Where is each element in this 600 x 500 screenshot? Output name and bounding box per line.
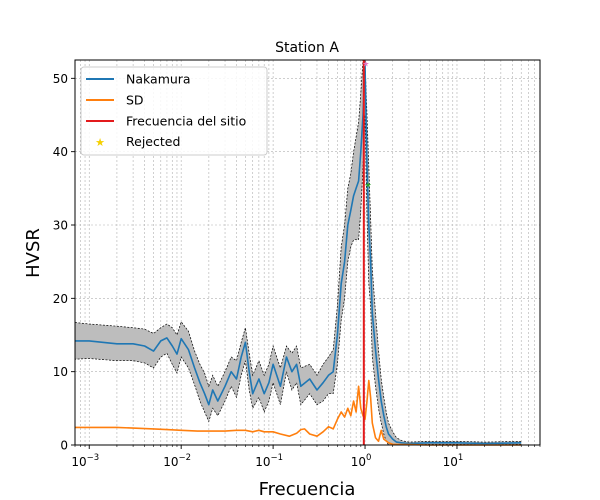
rejected-star-marker: ★	[362, 60, 369, 69]
band-fill	[75, 60, 522, 445]
axes-frame	[74, 59, 541, 446]
legend: Nakamura SD Frecuencia del sitio ★ Rejec…	[80, 66, 268, 156]
series-layer	[75, 60, 522, 446]
y-tick-label: 40	[53, 145, 68, 159]
y-tick-label: 20	[53, 292, 68, 306]
confidence-band	[74, 59, 522, 446]
legend-label-rejected: Rejected	[126, 134, 180, 149]
series-line-sd	[75, 379, 522, 446]
legend-box	[80, 66, 268, 156]
y-tick-label: 50	[53, 72, 68, 86]
y-tick-label: 10	[53, 365, 68, 379]
x-axis-ticks: 10−3 10−2 10−1 100 101	[71, 445, 541, 469]
band-upper-edge	[74, 59, 522, 443]
legend-label-site-frequency: Frecuencia del sitio	[126, 114, 246, 129]
band-lower-edge	[74, 114, 522, 446]
rejected-star-marker: ★	[365, 181, 372, 190]
legend-label-sd: SD	[126, 93, 144, 108]
y-tick-label: 0	[60, 439, 68, 453]
rejected-markers: ★★	[362, 60, 371, 190]
y-tick-label: 30	[53, 219, 68, 233]
chart-title: Station A	[275, 40, 339, 56]
x-axis-title: Frecuencia	[259, 479, 356, 500]
legend-label-nakamura: Nakamura	[126, 72, 191, 87]
y-axis-title: HVSR	[23, 228, 44, 278]
legend-star-icon: ★	[95, 136, 105, 149]
series-line-nakamura	[75, 62, 522, 445]
y-axis-ticks: 0 10 20 30 40 50	[53, 72, 75, 453]
